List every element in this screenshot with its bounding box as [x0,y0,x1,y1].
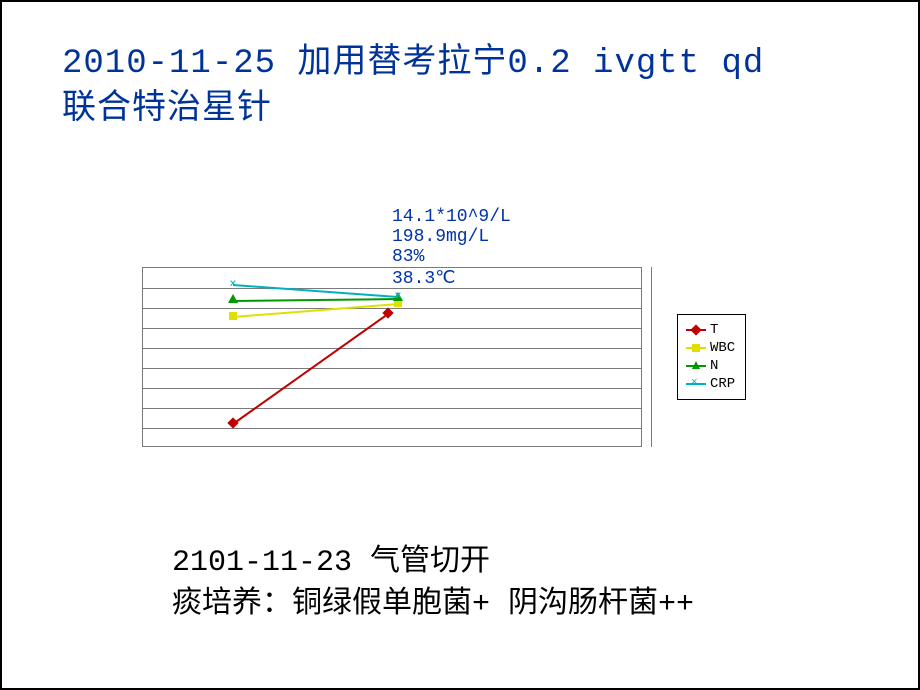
marker-wbc [229,312,237,320]
caption: 2101-11-23 气管切开 痰培养：铜绿假单胞菌+ 阴沟肠杆菌++ [172,542,694,626]
legend-label: N [710,358,718,374]
legend-label: CRP [710,376,735,392]
slide-title: 2010-11-25 加用替考拉宁0.2 ivgtt qd 联合特治星针 [62,42,858,134]
legend-item-t: T [686,321,735,339]
gridline [143,328,641,329]
legend-swatch-line: × [686,383,706,385]
legend-item-crp: × CRP [686,375,735,393]
marker-crp: × [393,291,403,301]
caption-line-2: 痰培养：铜绿假单胞菌+ 阴沟肠杆菌++ [172,588,694,622]
legend-swatch-line [686,329,706,331]
data-label-t: 38.3℃ [392,267,455,289]
legend-item-wbc: WBC [686,339,735,357]
legend-swatch-line [686,365,706,367]
legend-item-n: N [686,357,735,375]
data-label-crp: 14.1*10^9/L [392,207,511,227]
title-line-1: 2010-11-25 加用替考拉宁0.2 ivgtt qd [62,45,764,83]
legend-swatch-line [686,347,706,349]
series-line-n [233,298,398,302]
legend-marker-wbc [692,344,700,352]
marker-n [228,294,238,303]
caption-line-1: 2101-11-23 气管切开 [172,546,490,580]
legend-marker-n [692,361,700,369]
legend-label: T [710,322,718,338]
gridline [143,308,641,309]
legend-label: WBC [710,340,735,356]
marker-crp: × [228,279,238,289]
plot-area: ×× [142,267,642,447]
data-label-n: 198.9mg/L [392,227,489,247]
gridline [143,348,641,349]
legend-marker-crp: × [691,379,701,389]
series-line-crp [233,284,398,298]
legend: T WBC N × CRP [677,314,746,400]
chart-area: ×× 14.1*10^9/L198.9mg/L83%38.3℃ [132,232,652,457]
chart-box: ×× [132,267,652,447]
series-line-wbc [233,303,398,318]
slide: 2010-11-25 加用替考拉宁0.2 ivgtt qd 联合特治星针 ×× … [0,0,920,690]
gridline [143,368,641,369]
legend-marker-t [690,324,701,335]
gridline [143,428,641,429]
title-line-2: 联合特治星针 [62,91,272,129]
gridline [143,388,641,389]
data-label-wbc: 83% [392,247,424,267]
gridline [143,408,641,409]
